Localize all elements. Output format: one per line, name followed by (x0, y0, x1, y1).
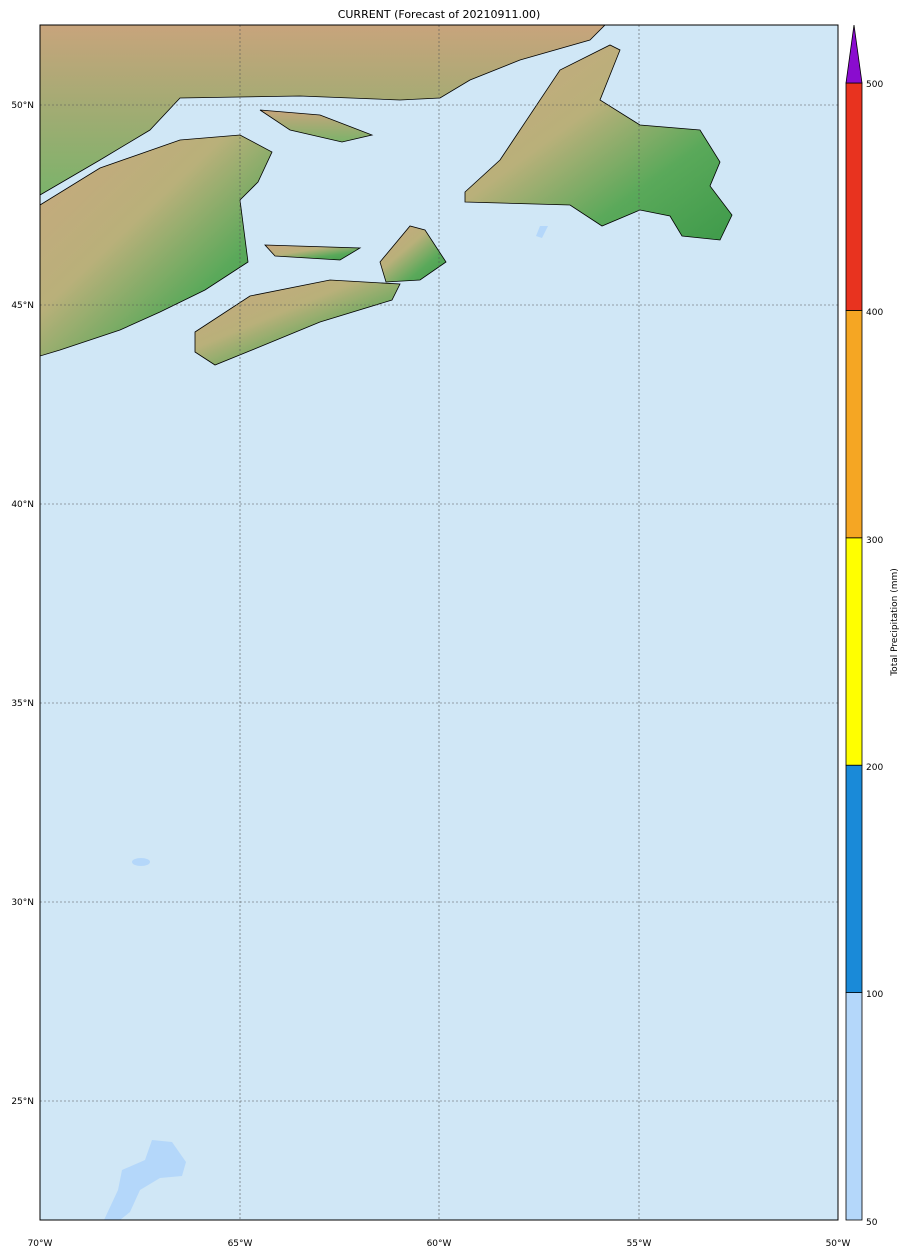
map-frame (39, 24, 839, 1221)
lat-tick: 50°N (11, 101, 34, 111)
land-anticosti (259, 109, 374, 143)
land-nova-scotia (194, 279, 401, 366)
lon-tick: 60°W (427, 1239, 452, 1249)
colorbar-tick: 100 (866, 990, 883, 1000)
precip-area (104, 1140, 186, 1220)
gridlines (40, 25, 838, 1220)
colorbar-bin (845, 309, 863, 539)
land-pei (264, 244, 362, 261)
lat-tick: 35°N (11, 699, 34, 709)
lon-tick: 65°W (228, 1239, 253, 1249)
precip-area (536, 226, 548, 238)
colorbar-bin (845, 537, 863, 766)
lat-tick: 30°N (11, 898, 34, 908)
land-newfoundland (464, 44, 733, 241)
colorbar-bin (845, 82, 863, 311)
lat-tick: 40°N (11, 500, 34, 510)
colorbar (845, 24, 863, 1221)
lon-tick: 70°W (28, 1239, 53, 1249)
colorbar-tick: 300 (866, 536, 883, 546)
colorbar-tick: 400 (866, 308, 883, 318)
lon-tick: 50°W (826, 1239, 851, 1249)
land-cape-breton (379, 225, 447, 283)
land-new-brunswick (40, 134, 273, 357)
land-quebec-north-shore (40, 25, 606, 196)
colorbar-label: Total Precipitation (mm) (890, 568, 900, 676)
colorbar-tick: 200 (866, 763, 883, 773)
colorbar-tick: 50 (866, 1218, 878, 1228)
colorbar-bin (845, 764, 863, 994)
precip-area (132, 858, 150, 866)
colorbar-extend-arrow (845, 24, 863, 84)
colorbar-tick: 500 (866, 80, 883, 90)
map-title: CURRENT (Forecast of 20210911.00) (337, 8, 541, 21)
colorbar-bin (845, 992, 863, 1221)
lat-tick: 25°N (11, 1097, 34, 1107)
lat-tick: 45°N (11, 301, 34, 311)
lon-tick: 55°W (627, 1239, 652, 1249)
